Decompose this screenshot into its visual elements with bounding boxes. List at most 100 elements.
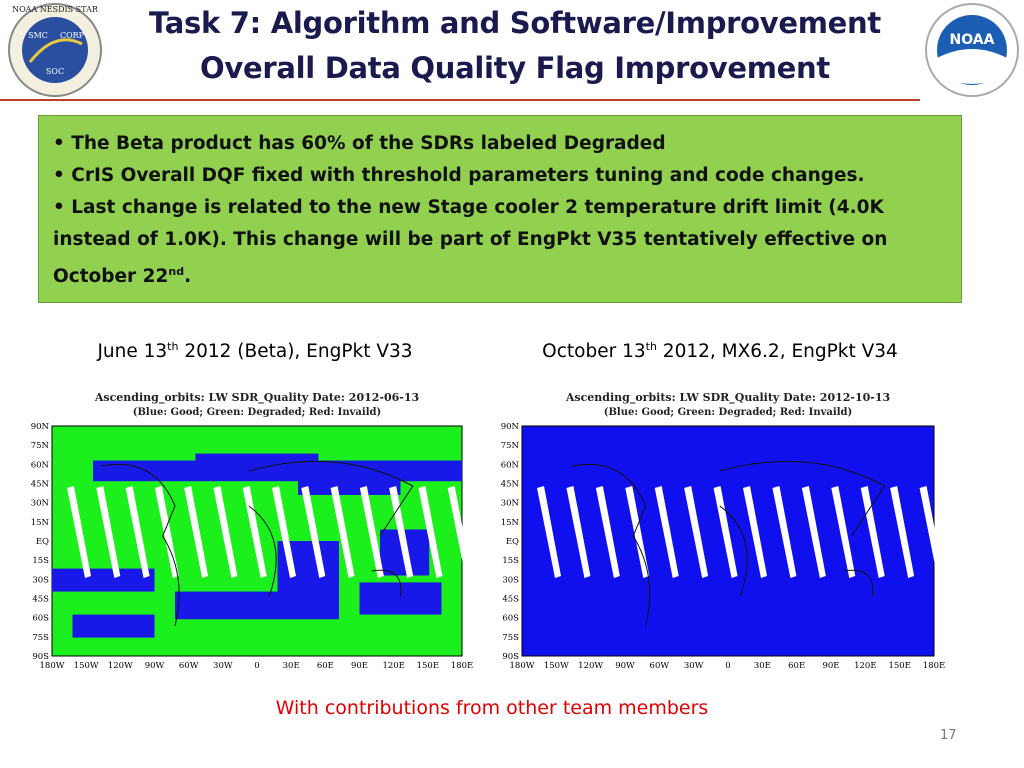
caption-text: June 13 bbox=[97, 341, 168, 363]
orbit-gap bbox=[537, 486, 561, 578]
lon-label: 120E bbox=[854, 661, 876, 671]
left-logo: NOAA NESDIS STAR SMC CORP SOC bbox=[8, 3, 102, 97]
map-legend: (Blue: Good; Green: Degraded; Red: Invai… bbox=[133, 407, 382, 418]
lat-label: 45S bbox=[502, 595, 519, 605]
title: Task 7: Algorithm and Software/Improveme… bbox=[149, 6, 881, 40]
orbit-gap bbox=[654, 486, 679, 578]
lon-label: 150W bbox=[544, 661, 569, 671]
lat-label: 75S bbox=[32, 633, 49, 643]
lon-label: 90E bbox=[351, 661, 368, 671]
lat-label: 15S bbox=[502, 556, 519, 566]
lon-label: 120W bbox=[108, 661, 133, 671]
orbit-gap bbox=[801, 486, 826, 578]
orbit-gap bbox=[566, 486, 591, 578]
lat-label: 15N bbox=[501, 518, 520, 528]
bullet: • Last change is related to the new Stag… bbox=[53, 197, 888, 288]
bullet-text: . bbox=[184, 266, 192, 288]
bullet-text: The Beta product has 60% of the SDRs lab… bbox=[71, 133, 666, 154]
lon-label: 150E bbox=[888, 661, 910, 671]
contributions: With contributions from other team membe… bbox=[275, 697, 709, 719]
lon-label: 120E bbox=[382, 661, 404, 671]
lat-label: 45N bbox=[501, 480, 520, 490]
lon-label: 60W bbox=[179, 661, 199, 671]
lat-label: 75N bbox=[501, 441, 520, 451]
lat-label: 30S bbox=[32, 575, 49, 585]
lon-label: 150W bbox=[74, 661, 99, 671]
lat-label: 45S bbox=[32, 595, 49, 605]
lat-label: 30S bbox=[502, 575, 519, 585]
orbit-gap bbox=[772, 486, 797, 578]
lat-label: 15N bbox=[31, 518, 50, 528]
orbit-gap bbox=[359, 486, 384, 578]
map-title: Ascending_orbits: LW SDR_Quality Date: 2… bbox=[94, 391, 419, 405]
orbit-gap bbox=[713, 486, 738, 578]
map-region bbox=[175, 591, 339, 620]
title-rule bbox=[0, 99, 920, 101]
lon-label: 30E bbox=[754, 661, 771, 671]
orbit-gap bbox=[860, 486, 885, 578]
lat-label: 75N bbox=[31, 441, 50, 451]
lat-label: 75S bbox=[502, 633, 519, 643]
map-region bbox=[52, 568, 155, 592]
caption: June 13th 2012 (Beta), EngPkt V33 bbox=[25, 340, 485, 362]
lat-label: 15S bbox=[32, 556, 49, 566]
orbit-gap bbox=[447, 486, 472, 578]
lon-label: 60E bbox=[317, 661, 334, 671]
lon-label: 90W bbox=[145, 661, 165, 671]
right-logo: NOAA bbox=[925, 3, 1019, 97]
caption-text: 2012, MX6.2, EngPkt V34 bbox=[656, 341, 898, 363]
orbit-gap bbox=[184, 486, 209, 578]
logo-text: SMC bbox=[28, 31, 48, 40]
lat-label: 30N bbox=[31, 499, 50, 509]
bullet-text: Last change is related to the new Stage … bbox=[53, 197, 888, 288]
caption-text: October 13 bbox=[542, 341, 646, 363]
lon-label: 120W bbox=[578, 661, 603, 671]
coastline bbox=[101, 460, 414, 627]
lat-label: 90S bbox=[32, 652, 49, 662]
orbit-gap bbox=[389, 486, 414, 578]
orbit-gap bbox=[154, 486, 179, 578]
lon-label: 90E bbox=[822, 661, 839, 671]
lat-label: 90N bbox=[501, 422, 520, 432]
bullet: • CrIS Overall DQF fixed with threshold … bbox=[53, 165, 865, 186]
lon-label: 0 bbox=[254, 661, 259, 671]
page-number: 17 bbox=[940, 728, 957, 743]
orbit-gap bbox=[272, 486, 296, 578]
orbit-gap bbox=[67, 486, 91, 578]
orbit-gap bbox=[125, 486, 150, 578]
lat-label: 60N bbox=[501, 460, 520, 470]
lon-label: 150E bbox=[417, 661, 439, 671]
caption-text: 2012 (Beta), EngPkt V33 bbox=[178, 341, 413, 363]
caption-text: th bbox=[645, 340, 657, 353]
orbit-gap bbox=[743, 486, 767, 578]
logo-text: NOAA bbox=[950, 32, 995, 48]
bullet-text: CrIS Overall DQF fixed with threshold pa… bbox=[71, 165, 865, 186]
orbit-gap bbox=[330, 486, 355, 578]
lon-label: 60W bbox=[650, 661, 670, 671]
lat-label: EQ bbox=[36, 537, 49, 547]
orbit-gap bbox=[831, 486, 856, 578]
lat-label: 30N bbox=[501, 499, 520, 509]
lon-label: 180W bbox=[510, 661, 535, 671]
lon-label: 30E bbox=[283, 661, 300, 671]
orbit-gap bbox=[96, 486, 121, 578]
logo-text: NOAA NESDIS STAR bbox=[12, 5, 99, 14]
orbit-gap bbox=[890, 486, 915, 578]
lon-label: 180W bbox=[40, 661, 65, 671]
logo-text: SOC bbox=[46, 67, 64, 76]
lon-label: 180E bbox=[451, 661, 473, 671]
lat-label: 45N bbox=[31, 480, 50, 490]
lon-label: 30W bbox=[213, 661, 233, 671]
lat-label: 60N bbox=[31, 460, 50, 470]
bullet: • The Beta product has 60% of the SDRs l… bbox=[53, 133, 666, 154]
caption-text: th bbox=[167, 340, 179, 353]
map-legend: (Blue: Good; Green: Degraded; Red: Invai… bbox=[604, 407, 853, 418]
lat-label: EQ bbox=[506, 537, 519, 547]
orbit-gap bbox=[213, 486, 238, 578]
lon-label: 60E bbox=[788, 661, 805, 671]
bullet-box: • The Beta product has 60% of the SDRs l… bbox=[38, 115, 962, 303]
coastline bbox=[571, 460, 886, 627]
lat-label: 90N bbox=[31, 422, 50, 432]
title: Overall Data Quality Flag Improvement bbox=[200, 51, 830, 85]
